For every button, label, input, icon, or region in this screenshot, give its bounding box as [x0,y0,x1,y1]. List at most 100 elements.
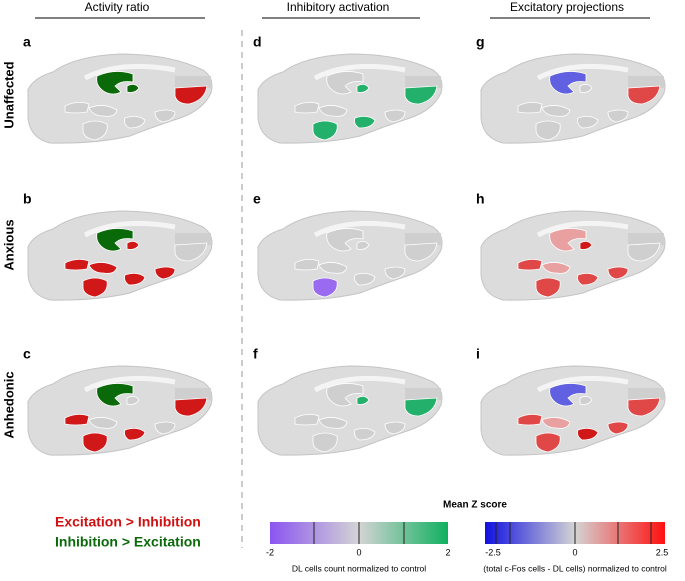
brain-section [27,365,213,456]
brain-section [27,210,213,301]
brain-region [82,277,108,298]
brain-region [124,116,146,129]
brain-region [174,397,208,417]
column-header: Inhibitory activation [287,0,390,14]
row-label: Unaffected [1,61,16,128]
corpus-callosum [536,220,629,238]
brain-region [174,242,208,262]
brain-region [294,102,320,114]
brain-region [318,262,348,274]
cerebellum-detail [175,388,211,400]
cerebellum-detail [175,233,211,245]
row-label: Anxious [1,219,16,270]
panel-label: a [23,34,31,50]
cerebellum-detail [628,233,664,245]
brain-region [174,85,208,105]
colorbar-tick: 2 [445,547,450,557]
brain-region [64,414,90,426]
brain-region [517,102,543,114]
colorbar-tick: -2.5 [485,547,501,557]
brain-region [126,396,140,405]
cerebellum-detail [405,388,441,400]
brain-region [356,84,370,93]
brain-region [96,383,134,407]
brain-region [541,417,571,429]
brain-region [326,71,364,95]
brain-region [318,417,348,429]
brain-region [64,259,90,271]
brain-region [384,266,406,280]
brain-region [579,84,593,93]
brain-region [96,71,134,95]
brain-region [549,228,587,252]
panel-label: c [23,346,31,362]
colorbar-caption: (total c-Fos cells - DL cells) normalize… [483,563,667,573]
brain-region [517,259,543,271]
brain-region [384,421,406,435]
brain-region [356,241,370,250]
brain-region [82,120,108,141]
brain-region [577,428,599,441]
brain-region [535,277,561,298]
brain-section [27,53,213,144]
brain-region [124,428,146,441]
brain-region [126,84,140,93]
brain-region [607,109,629,123]
brain-region [404,397,438,417]
brain-region [579,396,593,405]
brain-section [257,365,443,456]
brain-region [627,397,661,417]
brain-region [154,109,176,123]
corpus-callosum [83,63,176,81]
panel-label: e [253,191,261,207]
panel-label: i [476,346,480,362]
brain-region [404,242,438,262]
panel-label: b [23,191,32,207]
brain-region [541,105,571,117]
brain-region [88,105,118,117]
brain-region [312,277,338,298]
brain-region [154,266,176,280]
brain-region [535,120,561,141]
brain-region [88,417,118,429]
brain-region [404,85,438,105]
brain-region [356,396,370,405]
brain-region [549,71,587,95]
colorbar-tick: 0 [356,547,361,557]
legend-excitation: Excitation > Inhibition [55,514,201,530]
corpus-callosum [536,375,629,393]
brain-section [480,365,666,456]
brain-region [82,432,108,453]
panel-label: g [476,34,485,50]
colorbar-title: Mean Z score [443,500,507,511]
brain-region [326,228,364,252]
panel-label: h [476,191,485,207]
brain-section [480,53,666,144]
row-label: Anhedonic [1,371,16,438]
brain-region [154,421,176,435]
brain-region [124,273,146,286]
corpus-callosum [536,63,629,81]
brain-region [577,273,599,286]
brain-region [577,116,599,129]
brain-region [318,105,348,117]
corpus-callosum [83,375,176,393]
colorbar-tick: -2 [266,547,274,557]
brain-region [354,273,376,286]
cerebellum-detail [628,76,664,88]
brain-region [549,383,587,407]
brain-region [126,241,140,250]
brain-region [579,241,593,250]
legend-inhibition: Inhibition > Excitation [55,534,201,550]
brain-region [607,266,629,280]
cerebellum-detail [405,233,441,245]
colorbar-tick: 2.5 [656,547,669,557]
cerebellum-detail [175,76,211,88]
cerebellum-detail [628,388,664,400]
brain-region [384,109,406,123]
brain-region [312,120,338,141]
brain-region [535,432,561,453]
brain-region [294,259,320,271]
brain-section [257,53,443,144]
